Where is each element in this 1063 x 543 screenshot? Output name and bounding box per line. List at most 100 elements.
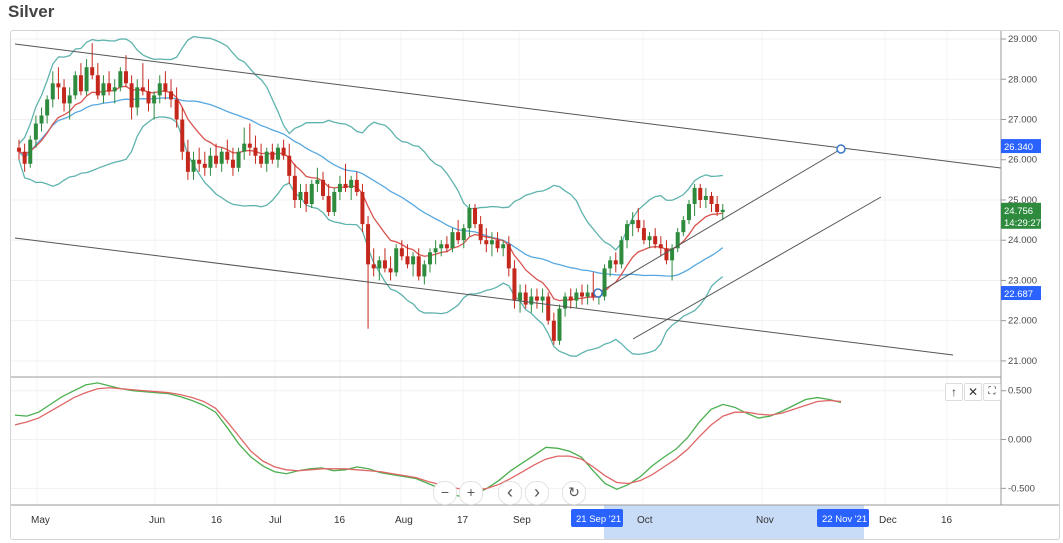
candle-body [630,220,635,225]
arrow-up-icon[interactable]: ↑ [945,383,963,401]
candle-body [95,75,100,96]
date-label-start: 21 Sep '21 [576,514,621,525]
candle-body [686,204,691,221]
candle-body [326,195,331,213]
candle-body [411,256,416,265]
candle-body [427,252,432,265]
candle-body [118,71,123,88]
price-tag-lower-bg [1001,286,1041,301]
candle-body [28,139,33,164]
candle-body [101,83,106,96]
trend-channel-lower[interactable] [632,196,882,340]
time-axis-label: Jul [269,515,282,526]
reset-icon[interactable]: ↻ [562,481,586,505]
price-axis-label: 27.000 [1008,115,1037,126]
time-axis-label: 17 [457,515,469,526]
candle-body [275,147,280,160]
candle-body [17,147,21,152]
candle-body [73,75,78,96]
chart-frame[interactable]: 29.000 28.000 27.000 26.000 25.000 24.000 23.0… [10,30,1060,540]
candle-body [123,71,128,84]
candle-body [534,296,539,301]
price-tag-current-timer: 14:29:27 [1004,218,1041,229]
oscillator-axis-label: -0.500 [1008,483,1035,494]
candle-body [185,151,190,172]
candle-body [191,159,196,172]
candle-body [135,87,140,108]
candle-body [287,155,292,176]
trend-channel-upper[interactable] [597,148,842,294]
oscillator-pane [14,382,842,498]
candle-body [625,224,630,241]
candle-body [444,244,449,249]
price-chart[interactable]: 29.000 28.000 27.000 26.000 25.000 24.000 23.0… [11,31,1059,539]
candle-body [647,236,652,241]
candle-body [433,248,438,253]
candle-body [681,220,686,233]
candle-body [529,296,534,305]
candle-body [157,83,162,96]
anchor-point-end[interactable] [836,144,846,154]
price-axis-label: 22.000 [1008,316,1037,327]
anchor-point-start[interactable] [593,288,603,298]
bollinger-upper-line [18,35,723,251]
candle-body [394,248,399,273]
price-axis[interactable]: 29.000 28.000 27.000 26.000 25.000 24.000 23.0… [1001,34,1037,494]
time-axis[interactable]: May Jun 16 Jul 16 Aug 17 Sep Oct Nov Dec 16 21 Sep '… [31,509,953,527]
candle-body [22,151,27,164]
candle-body [506,244,511,269]
chevron-right-icon[interactable]: › [525,481,549,505]
candle-body [574,292,579,301]
candle-body [484,240,489,245]
main-plot [14,35,1001,357]
oscillator-red-line [14,387,842,491]
candle-body [399,248,404,257]
candle-body [112,87,117,92]
candle-body [512,268,517,301]
candle-body [467,208,472,229]
candle-body [332,191,337,213]
time-axis-label: Oct [637,515,653,526]
candle-body [343,183,348,188]
time-axis-label: 16 [941,515,953,526]
channel-upper-line[interactable] [14,43,1001,169]
candle-body [281,147,286,156]
candle-body [140,87,145,92]
candle-body [33,123,38,140]
candle-body [478,224,483,241]
candle-body [608,260,613,269]
candle-body [698,187,703,200]
candle-body [230,159,235,168]
candle-body [174,99,179,120]
candle-body [670,248,675,261]
candle-body [315,179,320,184]
candle-body [709,195,714,204]
candle-body [489,240,494,245]
candle-body [557,308,562,341]
candle-body [495,240,500,249]
chevron-left-icon[interactable]: ‹ [498,481,522,505]
candle-body [518,292,523,301]
candle-body [388,268,393,273]
time-axis-label: 16 [211,515,223,526]
price-axis-label: 29.000 [1008,34,1037,45]
candle-body [242,143,247,152]
bollinger-lower-line [18,116,724,357]
zoom-out-icon[interactable]: − [433,481,457,505]
maximize-icon[interactable]: ⛶ [983,383,1001,401]
time-axis-label: 16 [334,515,346,526]
candle-body [580,292,584,297]
close-icon[interactable]: ✕ [964,383,982,401]
candle-body [405,256,410,265]
zoom-in-icon[interactable]: + [459,481,483,505]
candle-body [371,264,376,269]
candles [17,43,725,345]
channel-lower-line[interactable] [14,237,954,356]
date-label-start-bg [571,509,623,527]
candle-body [247,143,252,148]
candle-body [90,67,95,76]
candle-body [382,260,387,269]
price-axis-label: 28.000 [1008,74,1037,85]
candle-body [107,83,112,92]
candle-body [270,151,275,160]
